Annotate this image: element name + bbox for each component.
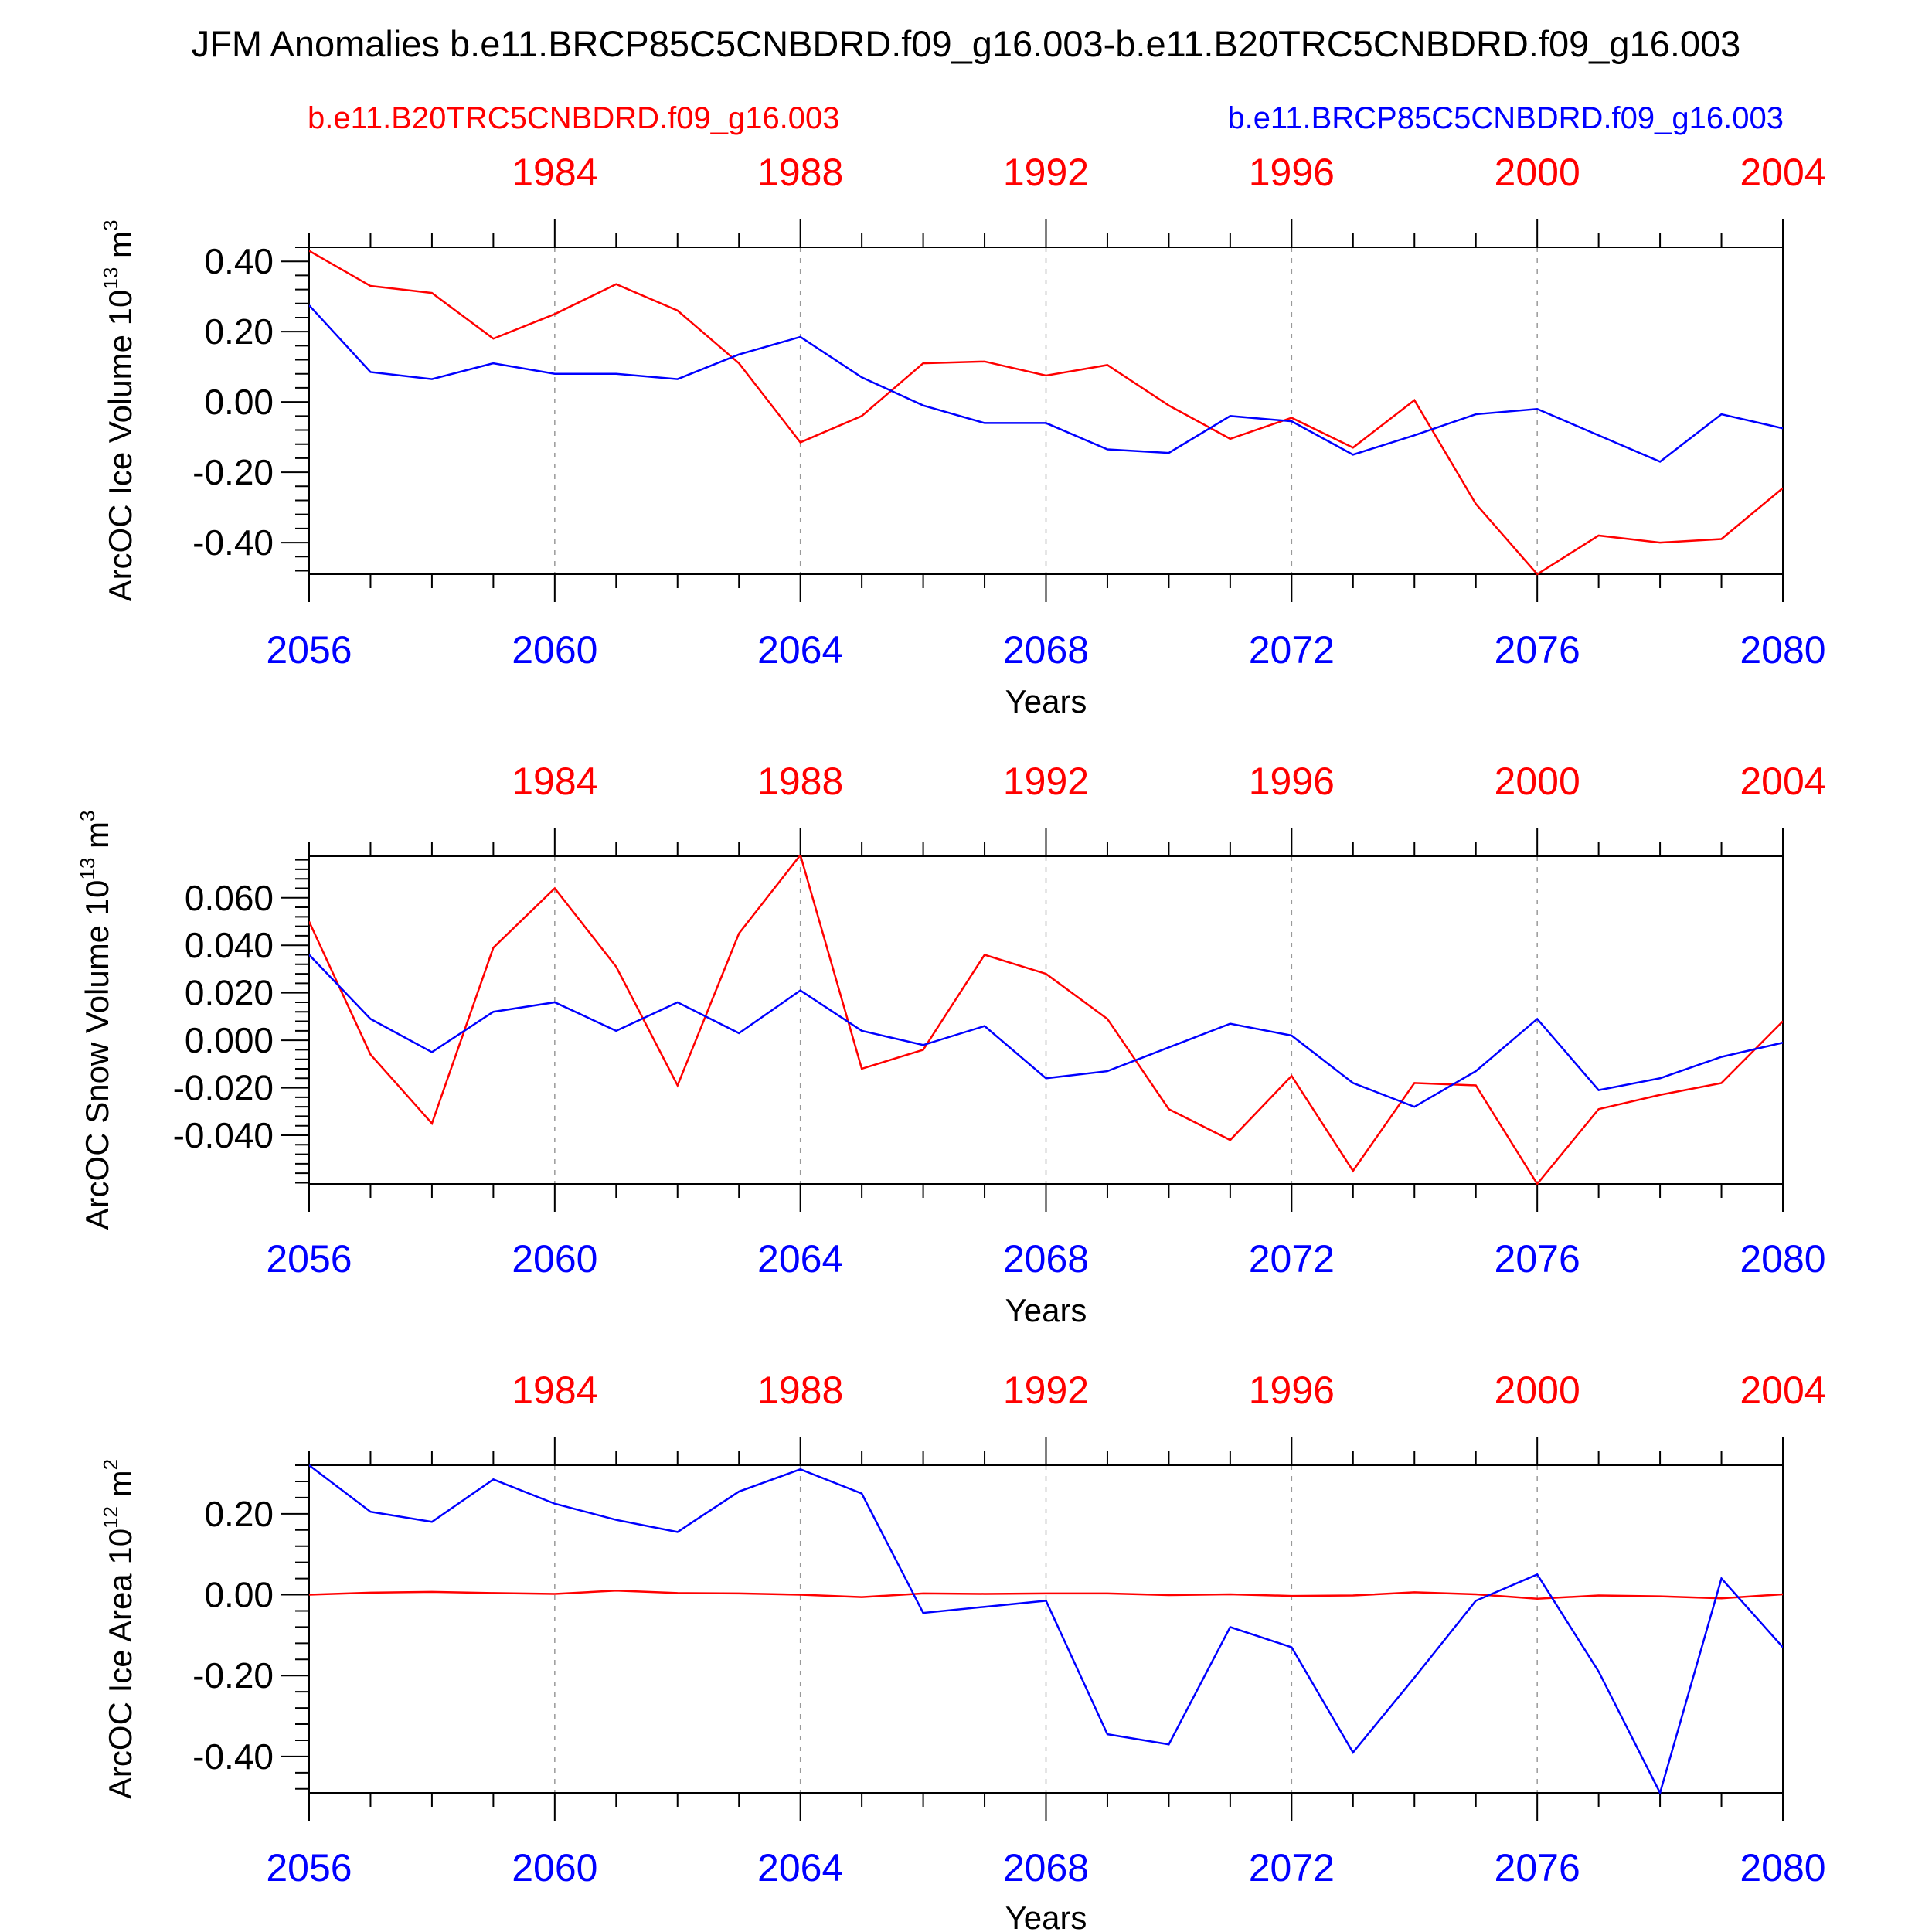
x-tick-label-red: 1988	[757, 1369, 843, 1412]
series-line-b20trc	[309, 1590, 1783, 1600]
x-tick-label-red: 1992	[1003, 760, 1089, 803]
x-tick-label-blue: 2080	[1740, 1237, 1825, 1281]
x-tick-label-blue: 2072	[1249, 1237, 1335, 1281]
y-axis-label: ArcOC Snow Volume 1013 m3	[76, 811, 115, 1230]
y-tick-label: -0.20	[192, 452, 274, 492]
y-tick-label: 0.060	[185, 878, 274, 918]
y-tick-label: -0.20	[192, 1655, 274, 1696]
x-tick-label-red: 1984	[512, 151, 597, 194]
x-tick-label-blue: 2068	[1003, 1237, 1089, 1281]
x-tick-label-red: 1988	[757, 151, 843, 194]
x-tick-label-red: 2004	[1740, 1369, 1825, 1412]
x-tick-label-red: 1996	[1249, 1369, 1335, 1412]
x-tick-label-blue: 2064	[757, 1846, 843, 1889]
x-tick-label-blue: 2068	[1003, 628, 1089, 672]
x-tick-label-blue: 2080	[1740, 1846, 1825, 1889]
figure-title: JFM Anomalies b.e11.BRCP85C5CNBDRD.f09_g…	[192, 23, 1741, 64]
x-tick-label-blue: 2056	[266, 628, 352, 672]
y-axis-label-unit-exponent: 3	[99, 220, 122, 231]
y-axis-label-unit-exponent: 3	[76, 811, 99, 821]
chart-panel-2: 0.060 0.040 0.020 0.000 -0.020 -0.040 2056 2060…	[76, 760, 1826, 1328]
x-tick-label-blue: 2060	[512, 628, 597, 672]
y-tick-label: -0.020	[173, 1068, 274, 1108]
x-tick-label-red: 1992	[1003, 1369, 1089, 1412]
y-axis-label: ArcOC Ice Volume 1013 m3	[99, 220, 138, 602]
y-tick-label: 0.20	[204, 1494, 274, 1534]
x-tick-label-blue: 2076	[1495, 1846, 1580, 1889]
legend-red-label: b.e11.B20TRC5CNBDRD.f09_g16.003	[308, 101, 840, 135]
x-tick-label-red: 1984	[512, 760, 597, 803]
x-tick-label-red: 2000	[1495, 151, 1580, 194]
y-axis-label-text: ArcOC Ice Volume 10	[102, 290, 138, 602]
x-tick-label-blue: 2064	[757, 1237, 843, 1281]
x-tick-label-blue: 2068	[1003, 1846, 1089, 1889]
y-axis-label-unit: m	[102, 231, 138, 267]
series-line-brcp85	[309, 954, 1783, 1108]
x-tick-label-red: 1988	[757, 760, 843, 803]
legend-blue-label: b.e11.BRCP85C5CNBDRD.f09_g16.003	[1227, 101, 1784, 135]
y-axis-label-unit-exponent: 2	[99, 1459, 122, 1470]
y-axis-label-exponent: 13	[99, 267, 122, 290]
x-tick-label-red: 1996	[1249, 151, 1335, 194]
x-tick-label-blue: 2060	[512, 1237, 597, 1281]
x-tick-label-blue: 2076	[1495, 628, 1580, 672]
x-tick-label-blue: 2072	[1249, 1846, 1335, 1889]
x-axis-label: Years	[1005, 683, 1087, 719]
x-tick-label-blue: 2064	[757, 628, 843, 672]
y-tick-label: -0.040	[173, 1115, 274, 1155]
x-tick-label-red: 2004	[1740, 760, 1825, 803]
y-axis-label: ArcOC Ice Area 1012 m2	[99, 1459, 138, 1799]
y-axis-label-exponent: 13	[76, 858, 99, 880]
y-tick-label: 0.40	[204, 241, 274, 281]
x-tick-label-red: 1984	[512, 1369, 597, 1412]
series-line-b20trc	[309, 855, 1783, 1185]
x-tick-label-blue: 2076	[1495, 1237, 1580, 1281]
x-tick-label-blue: 2072	[1249, 628, 1335, 672]
chart-panel-3: 0.20 0.00 -0.20 -0.40 2056 2060 2064 2068 2072 20…	[99, 1369, 1826, 1932]
y-axis-label-unit: m	[79, 821, 115, 858]
y-tick-label: 0.040	[185, 925, 274, 965]
chart-panel-1: 0.40 0.20 0.00 -0.20 -0.40 2056 2060 2064 2068 20…	[99, 151, 1826, 719]
y-tick-label: 0.20	[204, 311, 274, 352]
x-tick-label-blue: 2056	[266, 1846, 352, 1889]
y-axis-label-text: ArcOC Ice Area 10	[102, 1529, 138, 1799]
y-tick-label: 0.000	[185, 1020, 274, 1060]
y-tick-label: 0.00	[204, 1575, 274, 1615]
x-tick-label-red: 1996	[1249, 760, 1335, 803]
x-tick-label-red: 2000	[1495, 760, 1580, 803]
x-tick-label-blue: 2080	[1740, 628, 1825, 672]
x-tick-label-blue: 2056	[266, 1237, 352, 1281]
y-tick-label: -0.40	[192, 522, 274, 563]
x-axis-label: Years	[1005, 1900, 1087, 1932]
series-line-brcp85	[309, 304, 1783, 463]
x-tick-label-red: 1992	[1003, 151, 1089, 194]
y-tick-label: 0.00	[204, 382, 274, 422]
series-line-b20trc	[309, 250, 1783, 576]
x-tick-label-red: 2000	[1495, 1369, 1580, 1412]
y-tick-label: -0.40	[192, 1736, 274, 1777]
x-tick-label-red: 2004	[1740, 151, 1825, 194]
y-axis-label-exponent: 12	[99, 1506, 122, 1529]
y-axis-label-text: ArcOC Snow Volume 10	[79, 880, 115, 1230]
series-line-brcp85	[309, 1464, 1783, 1794]
y-axis-label-unit: m	[102, 1470, 138, 1506]
x-tick-label-blue: 2060	[512, 1846, 597, 1889]
x-axis-label: Years	[1005, 1292, 1087, 1328]
y-tick-label: 0.020	[185, 973, 274, 1013]
